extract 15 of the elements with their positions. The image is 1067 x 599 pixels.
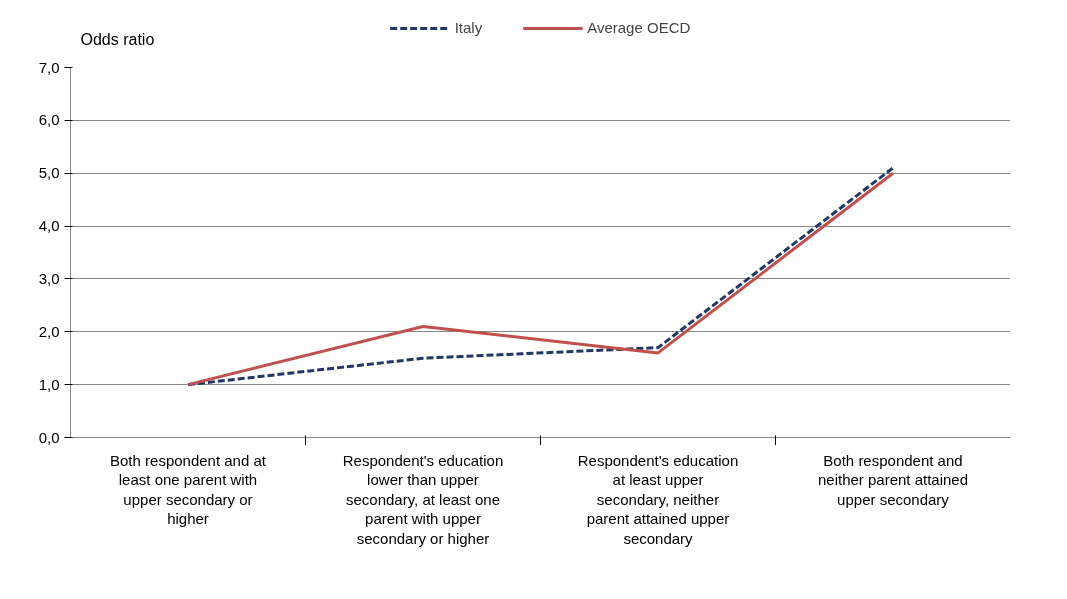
y-tick-label: 7,0 (38, 58, 60, 76)
y-tick-label: 2,0 (38, 322, 60, 340)
x-tick-label: Both respondent and at least one parent with upper secondary or higher (110, 451, 267, 528)
y-tick-label: 5,0 (38, 164, 60, 182)
y-tick-label: 3,0 (38, 269, 60, 287)
x-tick-label: Respondent's education at least upper secondary, neither parent attained upper secondary (577, 451, 739, 547)
y-tick-label: 0,0 (38, 428, 60, 446)
legend-label: Italy (454, 19, 483, 36)
y-tick-label: 4,0 (38, 217, 60, 235)
x-tick-label: Respondent's education lower than upper secondary, at least one parent with upper secondary or higher (342, 451, 504, 547)
y-axis-title: Odds ratio (80, 30, 155, 48)
y-tick-label: 1,0 (38, 375, 60, 393)
y-tick-label: 6,0 (38, 111, 60, 129)
legend-label: Average OECD (587, 19, 691, 36)
x-tick-label: Both respondent and neither parent attained upper secondary (817, 451, 969, 508)
